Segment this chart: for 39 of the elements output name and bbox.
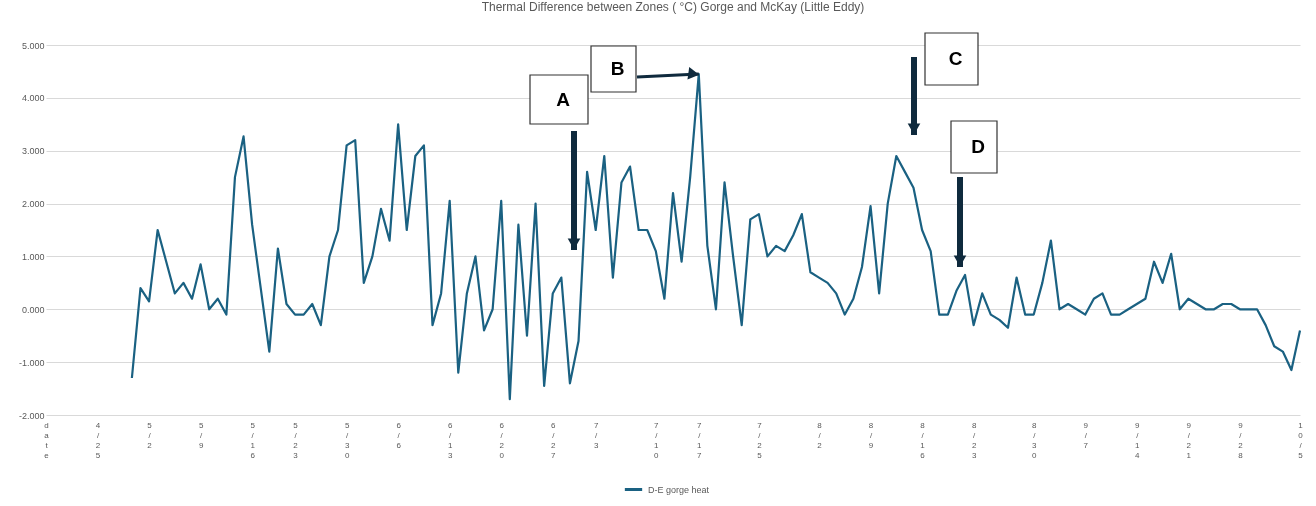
legend-label: D-E gorge heat [648,484,710,495]
x-tick-label: 4/25 [95,420,101,460]
x-tick-label: 8/16 [920,420,926,460]
x-tick-label: 9/14 [1135,420,1141,460]
y-tick-label: 1.000 [21,251,45,262]
x-tick-label: 5/9 [198,420,204,450]
x-tick-label: 6/27 [551,420,557,460]
annotation: C [948,48,963,69]
x-tick-label: 6/13 [447,420,453,460]
x-tick-label: 7/25 [757,420,763,460]
y-tick-label: 5.000 [21,40,45,51]
x-tick-label: 10/5 [1298,420,1304,460]
y-tick-label: 2.000 [21,199,45,210]
x-tick-label: date [44,420,50,460]
x-tick-label: 9/21 [1186,420,1192,460]
y-tick-label: -1.000 [18,357,45,368]
annotation: A [556,88,571,110]
x-tick-label: 8/9 [868,420,874,450]
x-tick-label: 7/17 [697,420,703,460]
x-tick-label: 8/23 [971,420,977,460]
y-tick-label: 3.000 [21,146,45,157]
x-tick-label: 8/30 [1032,420,1038,460]
x-tick-label: 9/7 [1083,420,1089,450]
y-tick-label: 4.000 [21,93,45,104]
x-tick-label: 9/28 [1238,420,1244,460]
annotation: D [971,136,985,157]
x-tick-label: 6/20 [499,420,505,460]
x-tick-label: 5/30 [344,420,350,460]
x-tick-label: 5/16 [250,420,256,460]
annotation: B [610,58,625,79]
y-tick-label: -2.000 [18,410,45,421]
chart-title: Thermal Difference between Zones ( °C) Gorge and McKay (Little Eddy) [481,0,865,15]
x-tick-label: 8/2 [817,420,823,450]
x-tick-label: 7/3 [593,420,599,450]
x-tick-label: 5/2 [147,420,153,450]
x-tick-label: 6/6 [396,420,402,450]
x-tick-label: 7/10 [654,420,660,460]
x-tick-label: 5/23 [293,420,299,460]
y-tick-label: 0.000 [21,304,45,315]
